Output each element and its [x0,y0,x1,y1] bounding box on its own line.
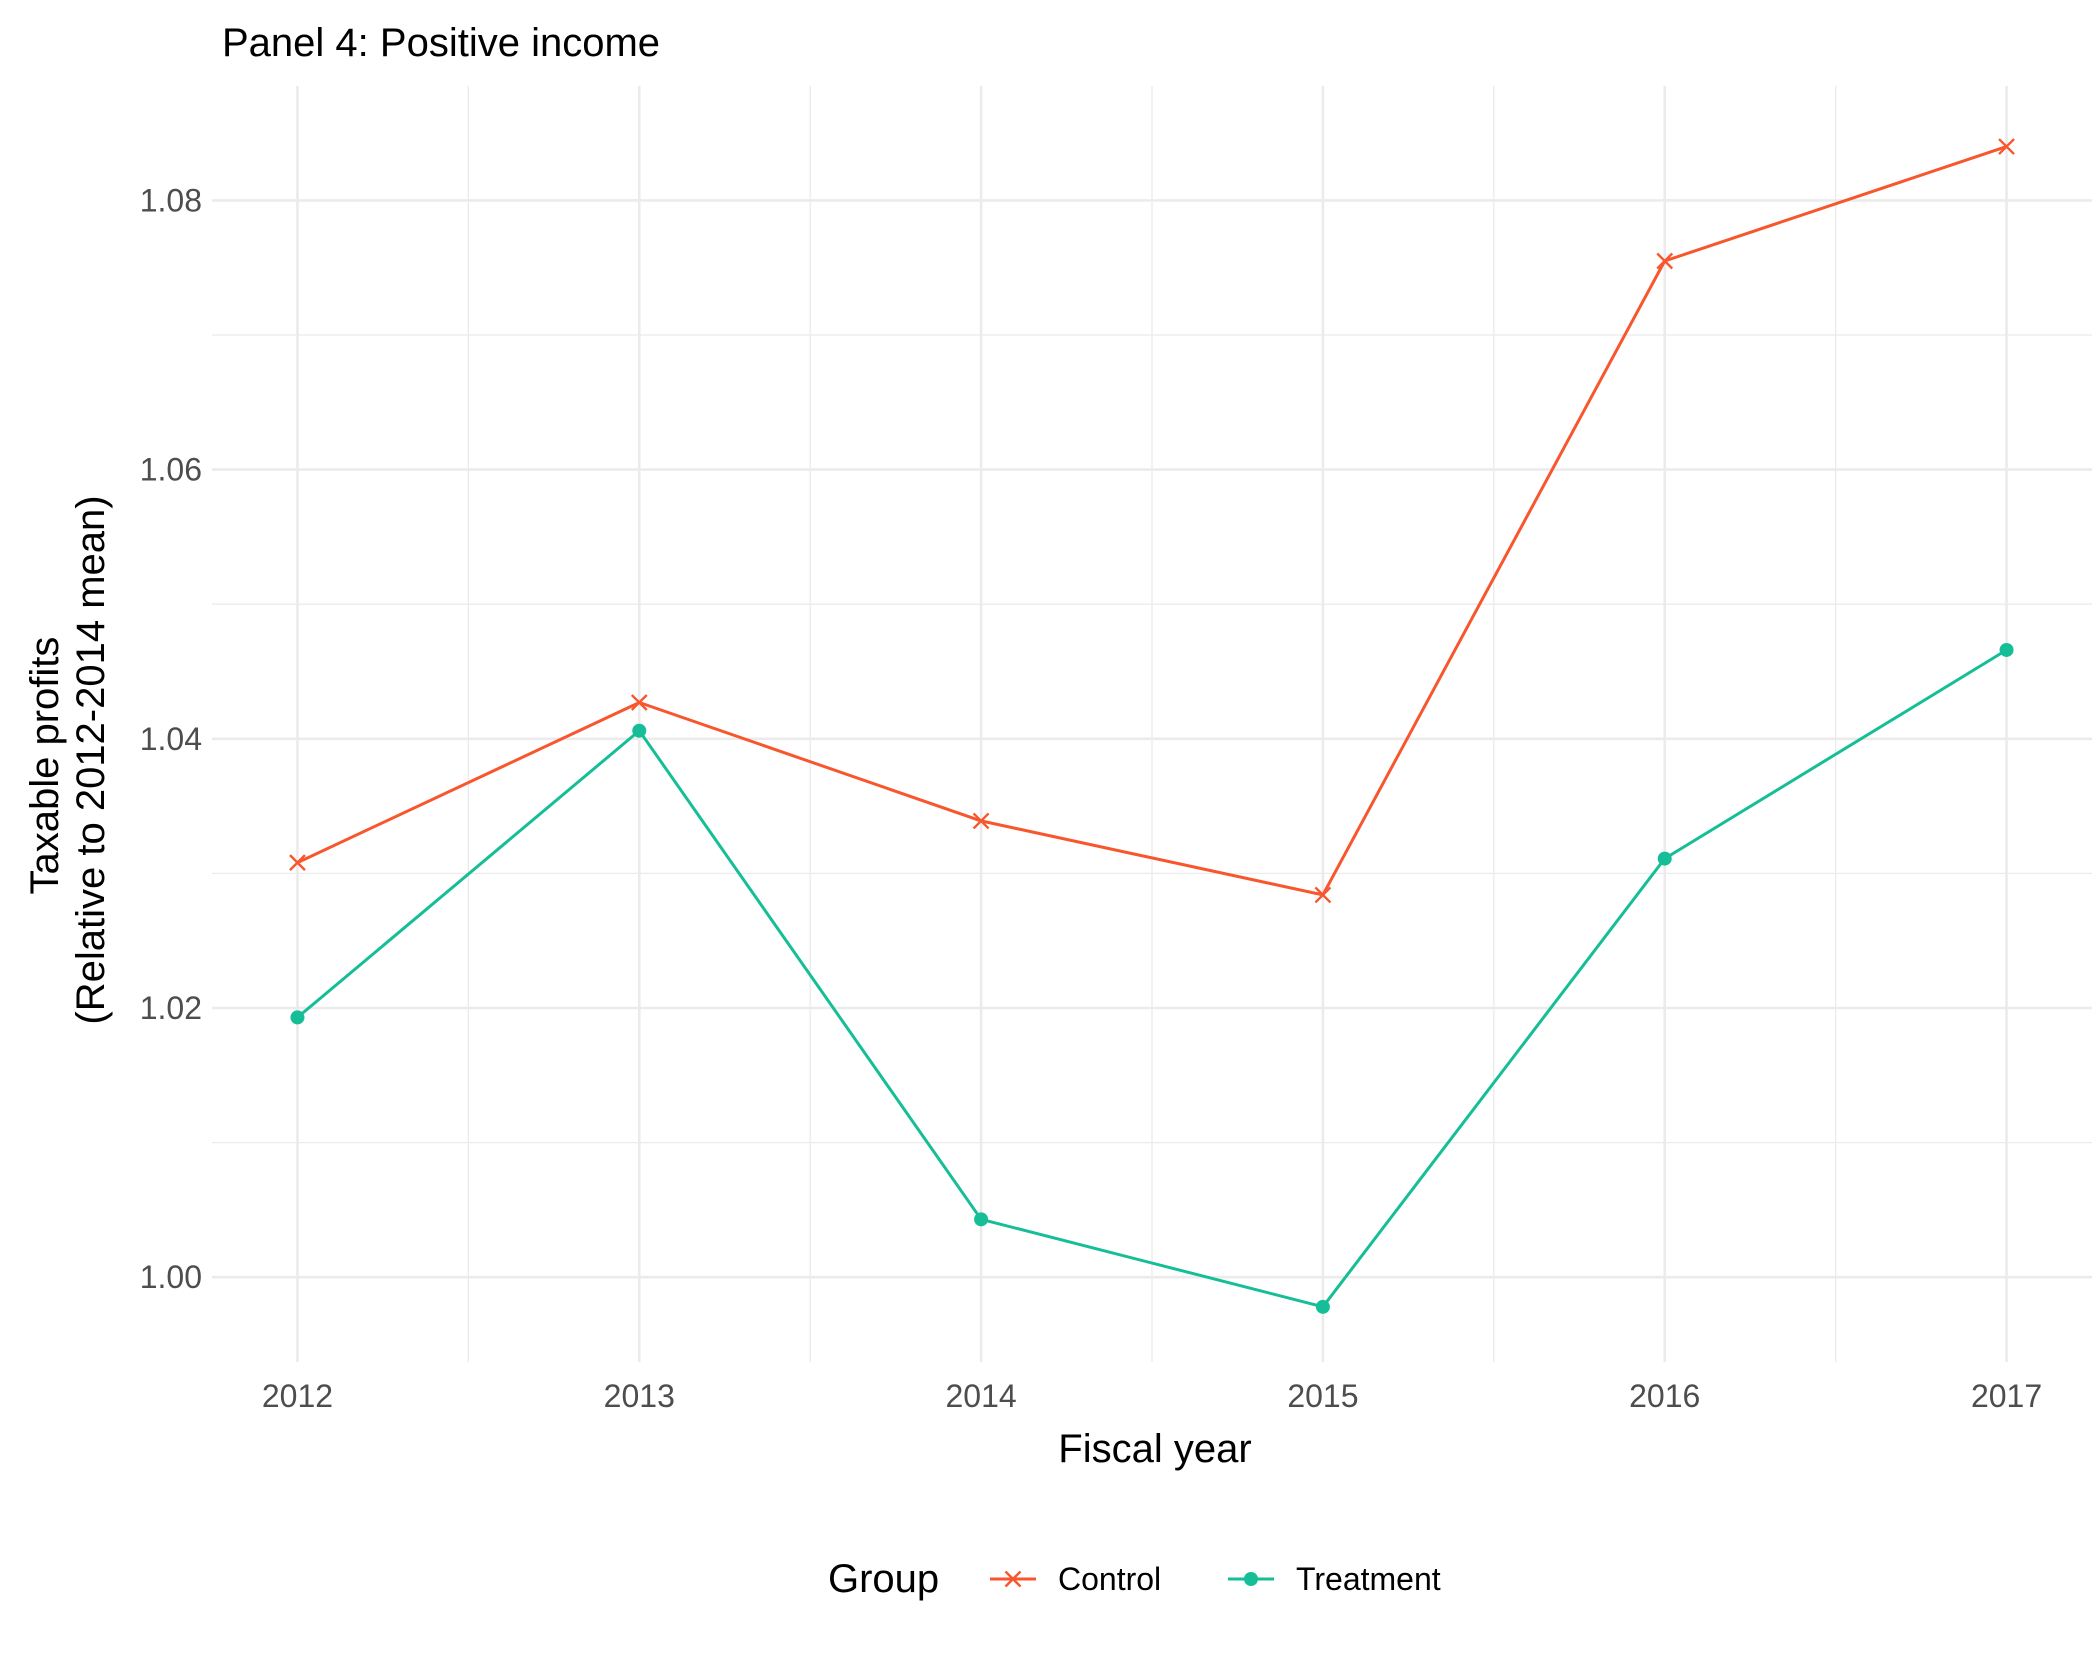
treatment-point [1657,851,1672,866]
x-tick-label: 2016 [1629,1378,1700,1414]
series-layer [289,138,2015,1314]
legend-item-treatment: Treatment [1228,1561,1441,1597]
control-point [972,812,990,830]
x-tick-label: 2017 [1971,1378,2042,1414]
treatment-point [974,1212,989,1227]
x-tick-label: 2013 [604,1378,675,1414]
control-point [1656,252,1674,270]
y-tick-label: 1.06 [140,452,202,488]
legend: Group Control Treatment [828,1557,1441,1601]
legend-label-control: Control [1058,1561,1161,1597]
legend-key-marker [1004,1570,1022,1588]
chart-title: Panel 4: Positive income [222,21,660,65]
treatment-line [296,648,2008,1309]
legend-label-treatment: Treatment [1296,1561,1441,1597]
control-point [1998,138,2015,155]
x-tick-label: 2014 [945,1378,1016,1414]
series-control [289,138,2015,904]
treatment-point [1999,642,2014,657]
y-axis-title: Taxable profits (Relative to 2012-2014 m… [23,495,113,1024]
legend-item-control: Control [990,1561,1161,1597]
treatment-point [290,1010,305,1025]
y-tick-label: 1.04 [140,721,202,757]
y-axis-title-line1: Taxable profits [23,637,67,895]
y-tick-label: 1.00 [140,1259,202,1295]
y-tick-label: 1.08 [140,182,202,218]
x-axis-title: Fiscal year [1058,1427,1251,1471]
treatment-point [632,723,647,738]
control-point [1314,886,1332,904]
y-axis-ticks: 1.00 1.02 1.04 1.06 1.08 [140,182,202,1295]
control-point [630,694,648,711]
grid [212,86,2092,1362]
legend-title: Group [828,1557,939,1601]
x-axis-ticks: 2012 2013 2014 2015 2016 2017 [262,1378,2042,1414]
legend-items: Control Treatment [990,1561,1441,1597]
control-line [296,145,2007,897]
x-tick-label: 2012 [262,1378,333,1414]
y-axis-title-line2: (Relative to 2012-2014 mean) [69,495,113,1024]
control-point [289,854,306,871]
y-tick-label: 1.02 [140,990,202,1026]
legend-key-marker [1244,1572,1258,1586]
series-treatment [290,642,2014,1314]
treatment-point [1315,1299,1330,1314]
x-tick-label: 2015 [1287,1378,1358,1414]
